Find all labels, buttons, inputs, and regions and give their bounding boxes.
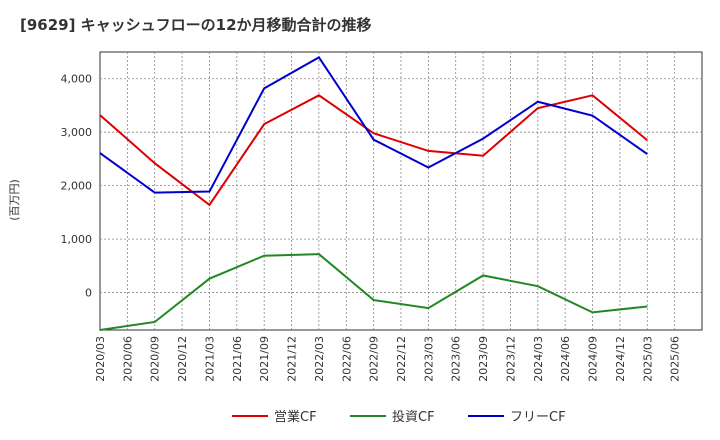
x-tick-label: 2021/12 xyxy=(286,336,299,382)
x-tick-label: 2023/12 xyxy=(504,336,517,382)
y-axis-label: (百万円) xyxy=(8,179,21,221)
x-axis-ticks: 2020/03 2020/06 2020/09 2020/12 2021/03 2021/… xyxy=(94,336,682,382)
x-tick-label: 2021/09 xyxy=(258,336,271,382)
legend-label: 営業CF xyxy=(274,409,317,425)
x-tick-label: 2022/06 xyxy=(340,336,353,382)
x-tick-label: 2020/12 xyxy=(176,336,189,382)
x-tick-label: 2020/09 xyxy=(149,336,162,382)
y-tick-label: 0 xyxy=(85,287,92,300)
x-tick-label: 2023/09 xyxy=(477,336,490,382)
x-tick-label: 2025/03 xyxy=(641,336,654,382)
x-tick-label: 2020/03 xyxy=(94,336,107,382)
series-line xyxy=(99,253,648,331)
y-tick-label: 3,000 xyxy=(61,126,93,139)
x-tick-label: 2021/06 xyxy=(231,336,244,382)
x-tick-label: 2021/03 xyxy=(203,336,216,382)
y-tick-label: 1,000 xyxy=(61,233,93,246)
x-tick-label: 2023/03 xyxy=(422,336,435,382)
x-tick-label: 2022/03 xyxy=(313,336,326,382)
y-tick-label: 2,000 xyxy=(61,180,93,193)
chart-title: [9629] キャッシュフローの12か月移動合計の推移 xyxy=(20,16,372,34)
legend-label: フリーCF xyxy=(510,410,566,425)
legend-label: 投資CF xyxy=(392,409,435,425)
x-tick-label: 2024/12 xyxy=(614,336,627,382)
series-line xyxy=(99,56,648,194)
x-tick-label: 2020/06 xyxy=(121,336,134,382)
y-axis-ticks: 0 1,000 2,000 3,000 4,000 xyxy=(61,73,93,300)
series-lines xyxy=(99,56,648,331)
y-tick-label: 4,000 xyxy=(61,73,93,86)
x-tick-label: 2022/09 xyxy=(368,336,381,382)
x-tick-label: 2022/12 xyxy=(395,336,408,382)
x-tick-label: 2024/06 xyxy=(559,336,572,382)
x-tick-label: 2024/09 xyxy=(587,336,600,382)
x-tick-label: 2025/06 xyxy=(669,336,682,382)
legend: 営業CF 投資CF フリーCF xyxy=(232,409,566,425)
x-tick-label: 2023/06 xyxy=(450,336,463,382)
x-tick-label: 2024/03 xyxy=(532,336,545,382)
grid-lines xyxy=(100,52,702,330)
